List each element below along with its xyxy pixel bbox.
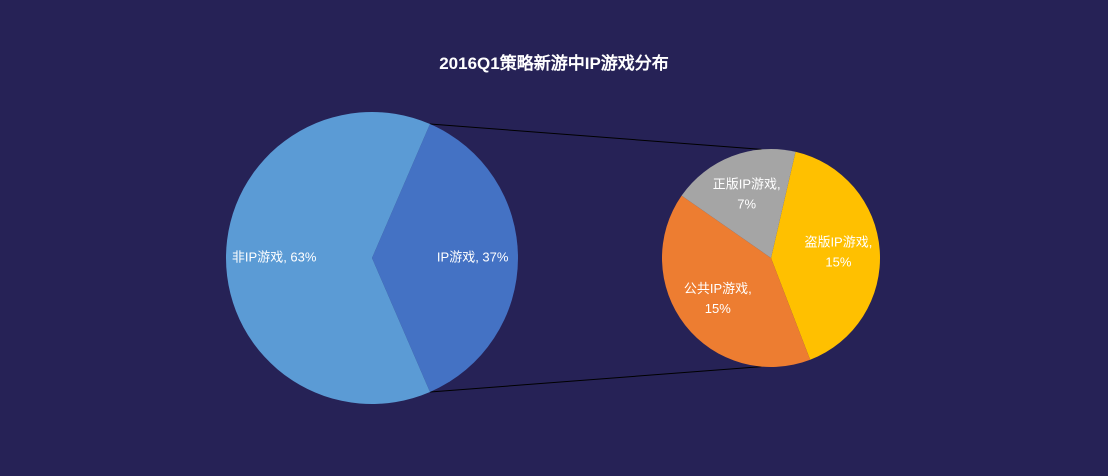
slice-label: IP游戏, 37% [437,249,509,264]
connector-line-top [429,123,762,150]
slice-label: 公共IP游戏, [684,281,752,296]
slice-ip [372,124,518,392]
slice-label: 盗版IP游戏, [804,235,872,250]
slice-label: 正版IP游戏, [713,176,781,191]
chart-title: 2016Q1策略新游中IP游戏分布 [439,54,669,73]
slice-ip-0 [771,151,881,360]
slice-non-ip [225,111,430,404]
connector-line-bottom [429,366,762,393]
slice-label: 非IP游戏, 63% [232,249,317,264]
slice-label: 15% [705,301,731,316]
slice-label: 15% [825,255,851,270]
slice-ip-1 [661,195,811,367]
slice-ip-2 [681,148,796,258]
slice-label: 7% [737,196,756,211]
